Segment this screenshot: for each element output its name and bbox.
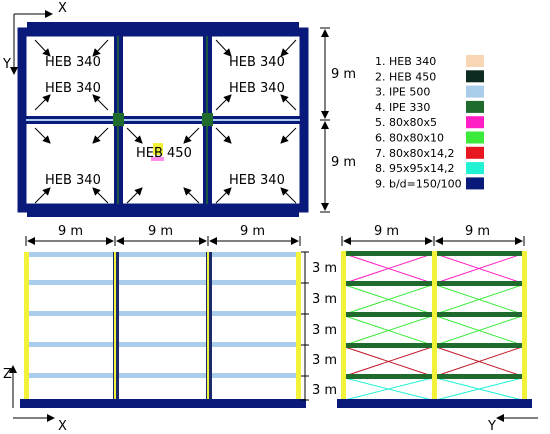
elev-y-bracing [344,253,523,401]
story-height-1: 3 m [312,261,337,276]
elev-x-foundation [20,399,306,408]
elev-y-column-1 [341,251,346,400]
plan-label-heb340-tr-b: HEB 340 [229,81,285,96]
elev-y-span-2: 9 m [465,224,490,239]
legend: 1. HEB 340 2. HEB 450 3. IPE 500 4. IPE 330… [375,55,484,190]
plan-label-heb340-tl-a: HEB 340 [45,55,101,70]
legend-item-label: 7. 80x80x14,2 [375,147,455,160]
elev-x-span-1: 9 m [58,224,83,239]
plan-center-column-highlight [153,143,163,155]
elev-x-column-1 [24,252,29,400]
plan-axis-y-label: Y [2,57,11,72]
plan-axis-x-label: X [58,1,67,16]
legend-item-label: 9. b/d=150/100 [375,177,462,190]
elev-y-span-1: 9 m [374,224,399,239]
legend-item-label: 5. 80x80x5 [375,116,437,129]
plan-label-heb340-bl: HEB 340 [45,173,101,188]
legend-item-label: 8. 95x95x14,2 [375,162,455,175]
elev-x-axis-x-label: X [58,419,67,434]
elev-x-span-3: 9 m [240,224,265,239]
legend-item-label: 3. IPE 500 [375,86,430,99]
legend-swatch [466,55,484,67]
story-height-5: 3 m [312,383,337,398]
elev-y-column-3 [522,251,527,400]
legend-swatch [466,131,484,144]
plan-top-edge-beam [27,22,299,28]
elev-y-axis-y-label: Y [487,419,496,434]
plan-dim-bottom: 9 m [331,155,356,170]
plan-bottom-edge-beam [27,211,299,217]
elev-x-beams [26,252,300,378]
elev-x-column-4 [296,252,301,400]
plan-view: HEB 340 HEB 340 HEB 340 HEB 340 HEB 450 … [2,1,356,217]
legend-item-label: 4. IPE 330 [375,101,430,114]
plan-label-heb340-tl-b: HEB 340 [45,81,101,96]
plan-label-heb340-br: HEB 340 [229,173,285,188]
elev-y-column-2 [432,251,437,400]
plan-label-heb450: HEB 450 [136,146,192,161]
elev-x-axis-z-label: Z [3,367,12,382]
legend-swatch [466,146,484,159]
story-height-3: 3 m [312,323,337,338]
legend-swatch [466,177,484,190]
legend-swatch [466,116,484,129]
legend-item-label: 1. HEB 340 [375,55,436,68]
story-height-4: 3 m [312,353,337,368]
story-height-2: 3 m [312,292,337,307]
elev-y-foundation [337,399,532,408]
legend-swatch [466,85,484,98]
plan-dim-top: 9 m [331,67,356,82]
legend-swatch [466,70,484,83]
legend-swatch [466,162,484,175]
story-height-dimensions: 3 m 3 m 3 m 3 m 3 m [301,251,337,401]
elevation-y-view: 9 m 9 m [337,224,538,434]
elev-x-span-2: 9 m [148,224,173,239]
elevation-x-view: 9 m 9 m 9 m Z X [3,224,306,434]
legend-swatch [466,100,484,113]
legend-item-label: 6. 80x80x10 [375,132,444,145]
legend-item-label: 2. HEB 450 [375,70,436,83]
plan-label-heb340-tr-a: HEB 340 [229,55,285,70]
